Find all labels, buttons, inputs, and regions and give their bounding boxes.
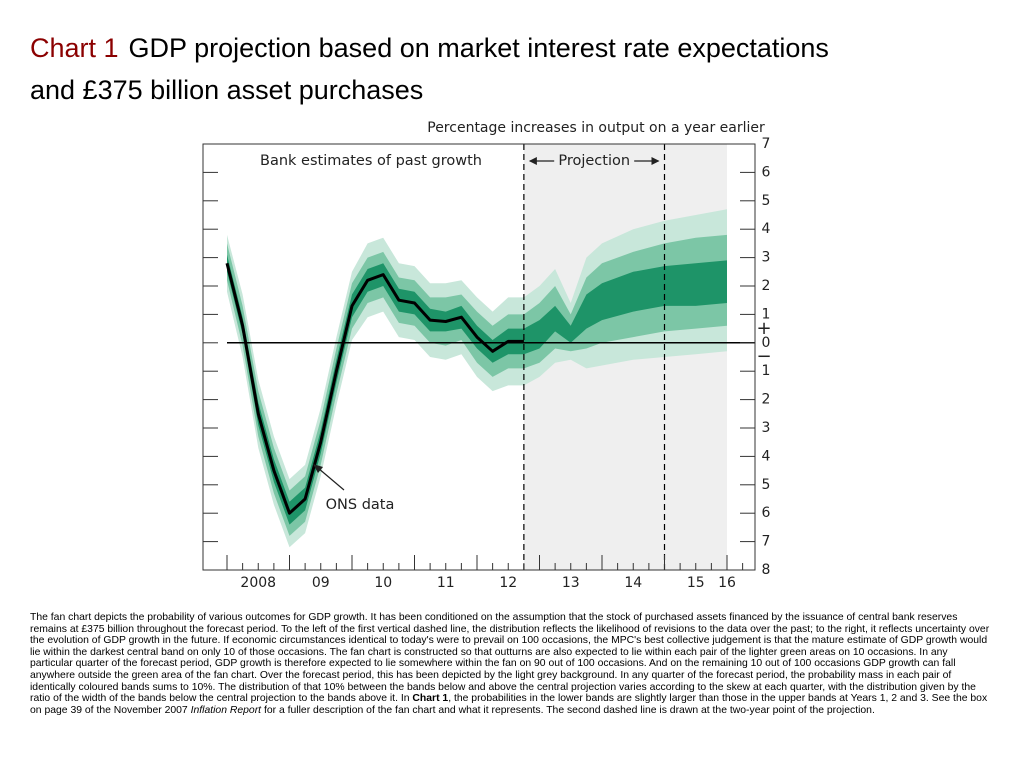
footnote: The fan chart depicts the probability of… — [30, 612, 992, 716]
y-tick-label: 1 — [762, 363, 771, 379]
y-tick-label: 3 — [762, 420, 771, 436]
y-tick-label: 6 — [762, 164, 771, 180]
note-text: for a fuller description of the fan char… — [261, 704, 875, 716]
sign-label: + — [756, 318, 771, 339]
y-tick-label: 4 — [762, 448, 771, 464]
title-text: GDP projection based on market interest … — [30, 33, 829, 105]
y-tick-label: 2 — [762, 278, 771, 294]
y-tick-label: 7 — [762, 136, 771, 152]
fan-band — [227, 254, 727, 525]
x-tick-label: 14 — [624, 575, 642, 591]
x-tick-label: 11 — [437, 575, 455, 591]
ons-line — [225, 262, 524, 515]
x-tick-label: 12 — [499, 575, 517, 591]
y-tick-label: 2 — [762, 392, 771, 408]
sign-label: − — [756, 346, 771, 367]
y-tick-label: 4 — [762, 221, 771, 237]
x-tick-label: 13 — [562, 575, 580, 591]
arrow-head — [313, 464, 323, 473]
y-tick-label: 5 — [762, 477, 771, 493]
note-italic: Inflation Report — [190, 704, 262, 716]
chart: Percentage increases in output on a year… — [202, 120, 772, 591]
y-tick-label: 1 — [762, 306, 771, 322]
title: Chart 1 GDP projection based on market in… — [30, 27, 870, 111]
y-axis-label: Percentage increases in output on a year… — [427, 120, 765, 136]
history-label: Bank estimates of past growth — [260, 153, 482, 169]
projection-label: Projection — [558, 153, 630, 169]
note-text: The fan chart depicts the probability of… — [30, 612, 990, 705]
annotation-arrow — [317, 467, 345, 491]
x-tick-label: 15 — [687, 575, 705, 591]
x-tick-label: 10 — [374, 575, 392, 591]
y-tick-label: 8 — [762, 562, 771, 578]
note-text: , the probabilities in the lower bands a… — [30, 693, 988, 716]
note-bold: Chart 1 — [412, 693, 449, 705]
y-tick-label: 7 — [762, 534, 771, 550]
x-tick-label: 16 — [718, 575, 736, 591]
series-annotation: ONS data — [326, 497, 395, 513]
y-tick-label: 6 — [762, 505, 771, 521]
title-prefix: Chart 1 — [30, 33, 119, 63]
y-tick-label: 0 — [762, 335, 771, 351]
y-tick-label: 3 — [762, 250, 771, 266]
x-tick-label: 09 — [312, 575, 330, 591]
arrow-head — [651, 157, 660, 165]
plot-frame — [202, 143, 756, 571]
y-tick-label: 5 — [762, 193, 771, 209]
arrow-head — [528, 157, 537, 165]
x-tick-label: 2008 — [240, 575, 276, 591]
